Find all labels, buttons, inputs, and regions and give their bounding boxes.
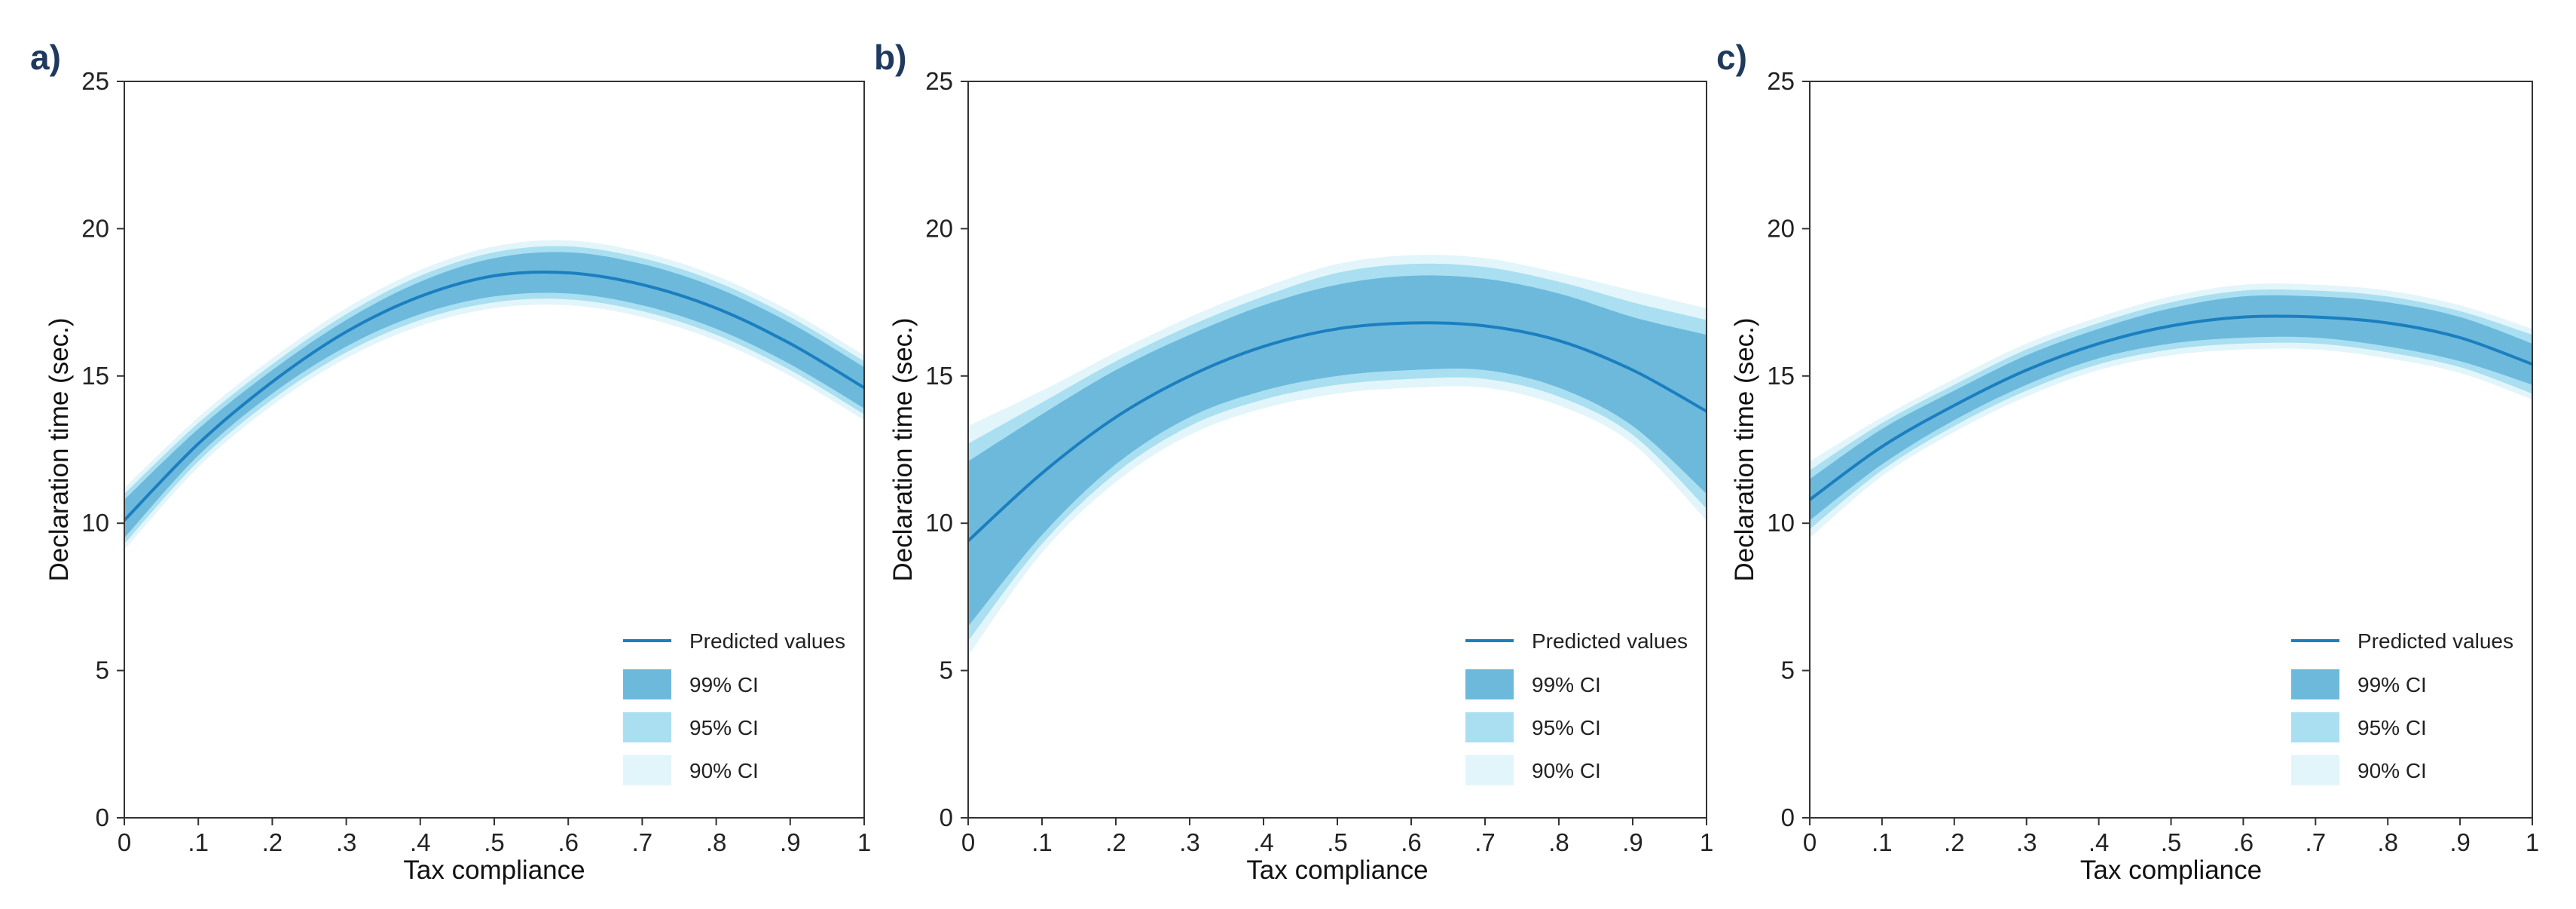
x-tick-label: .9 xyxy=(1622,828,1643,856)
x-tick-label: .9 xyxy=(2449,828,2471,856)
y-tick-label: 10 xyxy=(1767,509,1795,537)
legend-label-ci90: 90% CI xyxy=(689,759,759,782)
legend-label-predicted: Predicted values xyxy=(1532,629,1688,653)
y-tick-label: 20 xyxy=(925,214,953,242)
legend-label-predicted: Predicted values xyxy=(689,629,845,653)
y-tick-label: 10 xyxy=(925,509,953,537)
legend-label-ci95: 95% CI xyxy=(2358,716,2427,739)
x-tick-label: .2 xyxy=(1105,828,1126,856)
ci95-band xyxy=(124,246,864,544)
x-tick-label: .8 xyxy=(2377,828,2398,856)
x-tick-label: .3 xyxy=(336,828,357,856)
y-tick-label: 25 xyxy=(1767,67,1795,95)
x-tick-label: .7 xyxy=(1474,828,1496,856)
legend-swatch-ci90 xyxy=(1465,755,1514,785)
x-tick-label: .3 xyxy=(1179,828,1200,856)
x-tick-label: .1 xyxy=(1031,828,1053,856)
legend-swatch-ci99 xyxy=(623,669,671,699)
y-axis-title: Declaration time (sec.) xyxy=(888,317,918,581)
legend-label-ci99: 99% CI xyxy=(2358,673,2427,696)
x-tick-label: .5 xyxy=(484,828,505,856)
panel-label: c) xyxy=(1716,38,1747,77)
y-tick-label: 0 xyxy=(1781,803,1795,831)
x-tick-label: 0 xyxy=(1803,828,1817,856)
predicted-line xyxy=(123,271,866,522)
legend-swatch-ci90 xyxy=(2291,755,2339,785)
x-tick-label: .2 xyxy=(262,828,283,856)
x-tick-label: 1 xyxy=(857,828,871,856)
y-tick-label: 0 xyxy=(940,803,953,831)
x-axis-title: Tax compliance xyxy=(2080,855,2262,885)
plot-frame xyxy=(124,81,865,819)
ci99-band xyxy=(968,275,1707,626)
x-tick-label: .9 xyxy=(780,828,801,856)
panel-label: a) xyxy=(30,38,61,77)
y-tick-label: 5 xyxy=(940,656,953,684)
x-tick-label: .7 xyxy=(2306,828,2327,856)
ci90-band xyxy=(1810,283,2532,538)
x-tick-label: .4 xyxy=(1253,828,1274,856)
panel-1: a) 0 5 10 15 20 25 0 .1 .2 .3 .4 .5 .6 .7 .8 .9 1 Tax comp… xyxy=(30,38,871,885)
panel-2: b) 0 5 10 15 20 25 0 .1 .2 .3 .4 .5 .6 .7 .8 .9 1 Tax comp… xyxy=(874,38,1713,885)
predicted-line xyxy=(1808,314,2533,501)
x-tick-label: .2 xyxy=(1944,828,1965,856)
x-tick-label: .7 xyxy=(632,828,653,856)
x-tick-label: .8 xyxy=(1548,828,1569,856)
y-tick-label: 15 xyxy=(925,362,953,390)
x-tick-label: .5 xyxy=(1327,828,1348,856)
x-tick-label: .4 xyxy=(2089,828,2110,856)
x-axis-title: Tax compliance xyxy=(1246,855,1428,885)
x-axis-title: Tax compliance xyxy=(403,855,585,885)
legend: Predicted values 99% CI 95% CI 90% CI xyxy=(623,629,845,785)
legend: Predicted values 99% CI 95% CI 90% CI xyxy=(1465,629,1688,785)
x-tick-label: .8 xyxy=(706,828,727,856)
legend-swatch-ci95 xyxy=(1465,712,1514,742)
y-tick-label: 20 xyxy=(1767,214,1795,242)
y-axis-title: Declaration time (sec.) xyxy=(1730,317,1759,581)
x-tick-label: .1 xyxy=(1872,828,1893,856)
y-tick-label: 20 xyxy=(81,214,109,242)
legend-swatch-ci99 xyxy=(1465,669,1514,699)
legend-swatch-ci95 xyxy=(2291,712,2339,742)
x-tick-label: 1 xyxy=(1700,828,1713,856)
y-axis-title: Declaration time (sec.) xyxy=(44,317,74,581)
y-tick-label: 25 xyxy=(925,67,953,95)
legend: Predicted values 99% CI 95% CI 90% CI xyxy=(2291,629,2513,785)
legend-swatch-ci95 xyxy=(623,712,671,742)
y-tick-label: 25 xyxy=(81,67,109,95)
x-tick-label: 0 xyxy=(961,828,975,856)
x-tick-label: .1 xyxy=(188,828,209,856)
x-tick-label: .6 xyxy=(558,828,579,856)
panel-label: b) xyxy=(874,38,906,77)
y-tick-label: 0 xyxy=(96,803,109,831)
ci99-band xyxy=(1810,295,2532,521)
x-tick-label: 0 xyxy=(118,828,131,856)
legend-swatch-ci99 xyxy=(2291,669,2339,699)
x-tick-label: 1 xyxy=(2526,828,2539,856)
panel-3: c) 0 5 10 15 20 25 0 .1 .2 .3 .4 .5 .6 .7 .8 .9 1 Tax comp… xyxy=(1716,38,2539,885)
legend-swatch-ci90 xyxy=(623,755,671,785)
predicted-line xyxy=(967,321,1707,543)
legend-label-ci95: 95% CI xyxy=(689,716,759,739)
x-tick-label: .4 xyxy=(410,828,431,856)
x-tick-label: .6 xyxy=(1401,828,1422,856)
x-tick-label: .5 xyxy=(2161,828,2182,856)
x-tick-label: .6 xyxy=(2233,828,2254,856)
legend-label-predicted: Predicted values xyxy=(2358,629,2513,653)
legend-label-ci99: 99% CI xyxy=(689,673,759,696)
legend-label-ci95: 95% CI xyxy=(1532,716,1601,739)
legend-label-ci90: 90% CI xyxy=(2358,759,2427,782)
y-tick-label: 10 xyxy=(81,509,109,537)
y-tick-label: 5 xyxy=(1781,656,1795,684)
legend-label-ci99: 99% CI xyxy=(1532,673,1601,696)
x-tick-label: .3 xyxy=(2016,828,2037,856)
y-tick-label: 15 xyxy=(1767,362,1795,390)
y-tick-label: 5 xyxy=(96,656,109,684)
y-tick-label: 15 xyxy=(81,362,109,390)
legend-label-ci90: 90% CI xyxy=(1532,759,1601,782)
